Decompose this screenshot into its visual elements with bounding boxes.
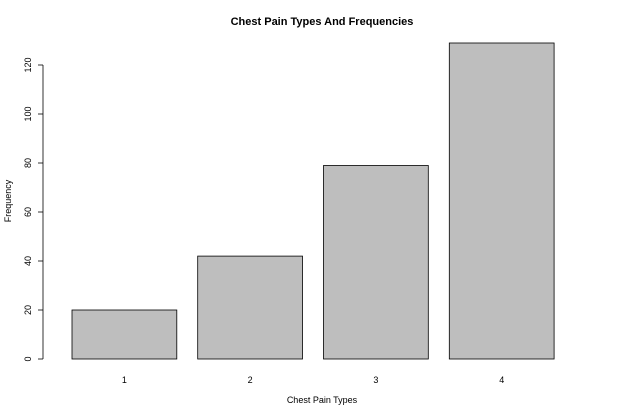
y-tick-label-80: 80 — [23, 158, 33, 168]
y-tick-label-40: 40 — [23, 256, 33, 266]
x-axis: 1 2 3 4 — [122, 375, 504, 385]
bar-4 — [448, 42, 555, 360]
bars-group — [71, 42, 555, 360]
x-tick-label-2: 2 — [248, 375, 253, 385]
bar-1 — [71, 309, 178, 360]
y-tick-label-0: 0 — [23, 356, 33, 361]
bar-3 — [323, 165, 429, 360]
y-axis: 0 20 40 60 80 100 120 — [23, 57, 44, 362]
x-tick-label-1: 1 — [122, 375, 127, 385]
y-tick-label-60: 60 — [23, 207, 33, 217]
y-tick-label-100: 100 — [23, 106, 33, 121]
y-axis-label: Frequency — [3, 179, 13, 222]
bar-2 — [197, 255, 303, 360]
y-tick-label-120: 120 — [23, 57, 33, 72]
y-tick-label-20: 20 — [23, 305, 33, 315]
x-axis-label: Chest Pain Types — [287, 395, 358, 405]
x-tick-label-3: 3 — [373, 375, 378, 385]
x-tick-label-4: 4 — [499, 375, 504, 385]
chart-title: Chest Pain Types And Frequencies — [231, 16, 414, 28]
